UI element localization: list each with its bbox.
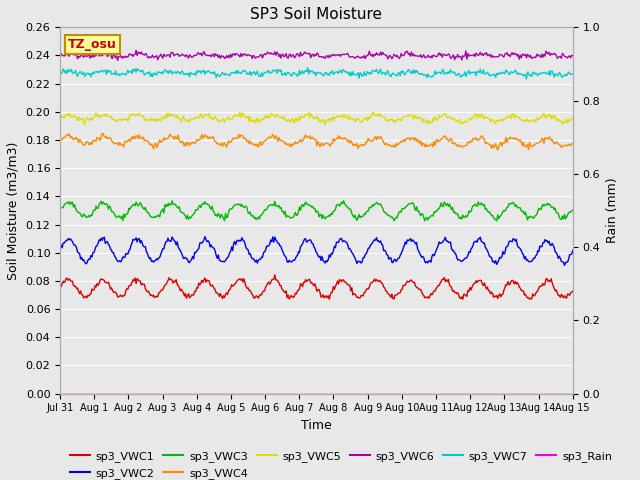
Text: TZ_osu: TZ_osu [68, 38, 116, 51]
Y-axis label: Rain (mm): Rain (mm) [605, 178, 619, 243]
Title: SP3 Soil Moisture: SP3 Soil Moisture [250, 7, 383, 22]
Y-axis label: Soil Moisture (m3/m3): Soil Moisture (m3/m3) [7, 141, 20, 280]
Legend: sp3_VWC1, sp3_VWC2, sp3_VWC3, sp3_VWC4, sp3_VWC5, sp3_VWC6, sp3_VWC7, sp3_Rain: sp3_VWC1, sp3_VWC2, sp3_VWC3, sp3_VWC4, … [66, 447, 616, 480]
X-axis label: Time: Time [301, 419, 332, 432]
